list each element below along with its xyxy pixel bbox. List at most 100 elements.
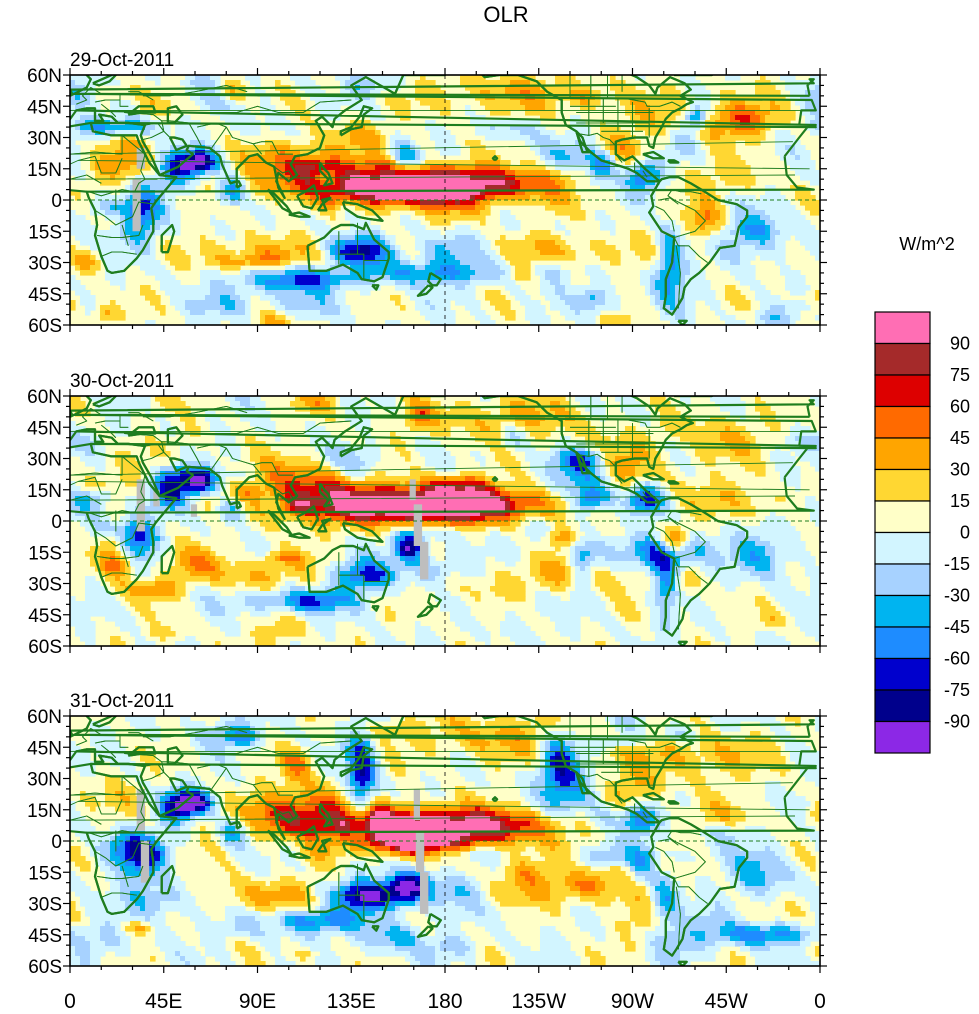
border-line bbox=[101, 572, 137, 578]
coastline bbox=[316, 196, 332, 212]
border-line bbox=[675, 245, 681, 309]
border-line bbox=[97, 865, 144, 879]
border-line bbox=[101, 103, 117, 118]
colorbar-swatch bbox=[874, 311, 931, 345]
colorbar: W/m^2 90 75 60 45 30 15 0 -15 -30 -45 -60 -75 -90 bbox=[874, 234, 970, 754]
border-line bbox=[121, 776, 158, 821]
border-line bbox=[659, 518, 679, 526]
coastline bbox=[160, 864, 176, 895]
border-line bbox=[205, 420, 352, 434]
coastline bbox=[92, 75, 117, 87]
colorbar-swatch bbox=[874, 500, 931, 534]
border-line bbox=[70, 815, 796, 825]
latitude-label: 30S bbox=[28, 575, 62, 596]
border-line bbox=[576, 453, 617, 468]
coastline bbox=[127, 105, 157, 116]
coastline bbox=[677, 640, 688, 646]
latitude-label: 60S bbox=[28, 316, 62, 337]
coastline bbox=[575, 771, 592, 795]
colorbar-label: 60 bbox=[950, 397, 970, 417]
border-line bbox=[124, 112, 202, 147]
border-line bbox=[615, 794, 623, 804]
border-line bbox=[675, 566, 681, 630]
coastline bbox=[296, 505, 319, 531]
colorbar-swatch bbox=[874, 531, 931, 565]
border-line bbox=[124, 753, 202, 788]
missing-data-cell bbox=[413, 504, 423, 546]
border-line bbox=[88, 819, 146, 838]
border-line bbox=[273, 487, 294, 499]
coastline bbox=[316, 837, 332, 853]
colorbar-label: -90 bbox=[944, 712, 970, 732]
longitude-label: 90W bbox=[611, 990, 654, 1013]
coastline bbox=[160, 223, 176, 254]
coastline bbox=[160, 544, 176, 575]
colorbar-label: 90 bbox=[950, 334, 970, 354]
coastline bbox=[70, 719, 815, 738]
missing-data-cell bbox=[136, 147, 145, 169]
colorbar-label: -15 bbox=[944, 554, 970, 574]
border-line bbox=[655, 205, 675, 232]
latitude-label: 60N bbox=[27, 387, 62, 408]
coastline bbox=[267, 509, 292, 535]
border-line bbox=[205, 99, 352, 113]
coastline bbox=[575, 130, 592, 154]
coastline bbox=[341, 842, 384, 863]
map-panel-2: 30-Oct-2011 60N 45N 30N 15N 0 15S 30S 45S 60S bbox=[27, 371, 827, 658]
coastline bbox=[648, 497, 749, 637]
coastline bbox=[296, 184, 319, 210]
coastline bbox=[427, 592, 442, 608]
coastline bbox=[318, 482, 334, 508]
olr-field bbox=[70, 716, 820, 966]
latitude-label: 60S bbox=[28, 637, 62, 658]
longitude-label: 0 bbox=[64, 990, 76, 1013]
coastline bbox=[371, 925, 380, 932]
colorbar-swatch bbox=[874, 342, 931, 376]
border-line bbox=[94, 420, 120, 424]
missing-data-cell bbox=[136, 479, 145, 532]
colorbar-label: 45 bbox=[950, 428, 970, 448]
border-line bbox=[197, 443, 273, 466]
coastline bbox=[318, 161, 334, 187]
border-line bbox=[70, 174, 796, 184]
border-line bbox=[101, 744, 117, 759]
border-line bbox=[77, 155, 810, 174]
border-line bbox=[142, 725, 248, 738]
coastline bbox=[642, 792, 665, 801]
border-line bbox=[101, 251, 137, 257]
coastline bbox=[642, 472, 665, 481]
border-line bbox=[128, 91, 154, 101]
coastline bbox=[677, 319, 688, 325]
coastline bbox=[92, 716, 117, 728]
coastline bbox=[480, 396, 694, 504]
border-line bbox=[97, 545, 144, 559]
latitude-label: 15S bbox=[28, 222, 62, 243]
latitude-label: 15S bbox=[28, 863, 62, 884]
border-line bbox=[615, 474, 623, 484]
border-line bbox=[94, 99, 120, 103]
coastline bbox=[85, 442, 817, 595]
coastline bbox=[416, 605, 434, 618]
coastlines bbox=[70, 75, 817, 325]
longitude-label: 0 bbox=[814, 990, 826, 1013]
missing-data-cell bbox=[409, 479, 416, 501]
coastline bbox=[677, 960, 688, 966]
border-line bbox=[94, 842, 156, 867]
colorbar-label: -60 bbox=[944, 649, 970, 669]
latitude-label: 15S bbox=[28, 543, 62, 564]
coastline bbox=[648, 176, 749, 316]
border-line bbox=[197, 122, 273, 145]
map-panels: 29-Oct-201160N45N30N15N015S30S45S60S30-O… bbox=[27, 50, 827, 978]
missing-data-cell bbox=[140, 841, 150, 883]
coastline bbox=[427, 912, 442, 928]
border-line bbox=[121, 865, 129, 887]
colorbar-label: 0 bbox=[960, 523, 970, 543]
latitude-label: 15N bbox=[27, 801, 62, 822]
longitude-label: 135W bbox=[511, 990, 566, 1013]
border-line bbox=[252, 143, 263, 155]
coastline bbox=[667, 480, 680, 485]
coastline bbox=[667, 159, 680, 164]
border-line bbox=[101, 892, 137, 898]
colorbar-label: 15 bbox=[950, 491, 970, 511]
